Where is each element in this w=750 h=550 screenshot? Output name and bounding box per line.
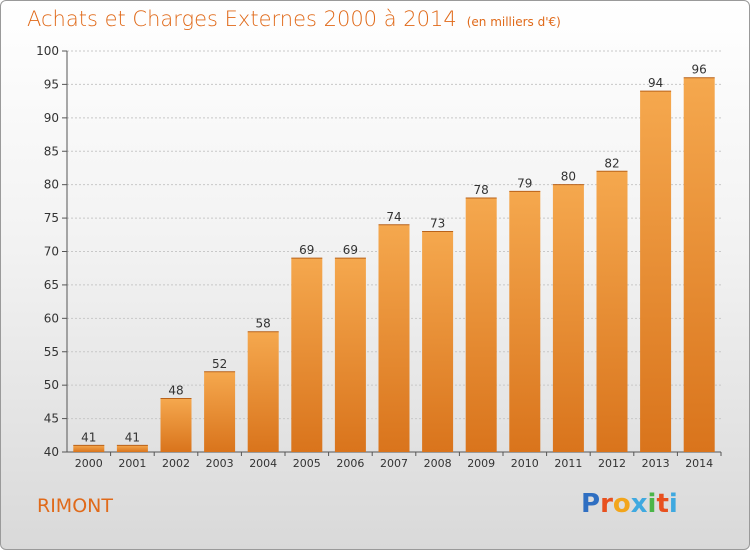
bar-2005	[291, 258, 323, 452]
bar-2011	[552, 184, 584, 452]
y-tick-label: 55	[44, 345, 59, 359]
x-tick-label-2007: 2007	[380, 457, 408, 470]
data-label-2005: 69	[299, 243, 314, 257]
commune-name: RIMONT	[37, 495, 113, 517]
data-label-2014: 96	[692, 63, 707, 77]
data-label-2010: 79	[517, 176, 532, 190]
y-tick-label: 65	[44, 278, 59, 292]
y-tick-label: 95	[44, 77, 59, 91]
x-tick-label-2005: 2005	[293, 457, 321, 470]
data-label-2008: 73	[430, 216, 445, 230]
bar-2007	[378, 224, 410, 452]
x-tick-label-2006: 2006	[336, 457, 364, 470]
data-label-2012: 82	[604, 156, 619, 170]
x-tick-labels: 2000 2001 2002 2003 2004 2005 2006 2007 2008 2009…	[75, 452, 722, 470]
y-tick-label: 85	[44, 144, 59, 158]
data-label-2004: 58	[256, 317, 271, 331]
logo-letter: r	[600, 489, 613, 519]
data-label-2003: 52	[212, 357, 227, 371]
unit-text: (en milliers d'€)	[466, 15, 561, 29]
data-label-2002: 48	[168, 384, 183, 398]
data-label-2007: 74	[386, 210, 401, 224]
data-labels: 41 41 48 52 58 69 69 74 73 78 79 80 82 94 96	[81, 63, 707, 445]
x-tick-label-2004: 2004	[249, 457, 277, 470]
bar-2013	[640, 91, 672, 452]
x-tick-label-2013: 2013	[642, 457, 670, 470]
y-tick-label: 80	[44, 178, 59, 192]
y-tick-label: 60	[44, 311, 59, 325]
bar-2004	[247, 331, 279, 452]
bar-2012	[596, 171, 628, 453]
x-tick-label-2000: 2000	[75, 457, 103, 470]
x-tick-label-2014: 2014	[685, 457, 713, 470]
bar-2001	[116, 445, 148, 452]
y-tick-label: 50	[44, 378, 59, 392]
logo-letter: o	[612, 489, 631, 519]
data-label-2011: 80	[561, 170, 576, 184]
logo-letter: t	[656, 489, 669, 519]
bar-2000	[73, 445, 105, 452]
bars	[73, 77, 715, 453]
x-tick-label-2012: 2012	[598, 457, 626, 470]
x-tick-label-2011: 2011	[554, 457, 582, 470]
y-tick-label: 70	[44, 245, 59, 259]
data-label-2013: 94	[648, 76, 663, 90]
bar-2008	[422, 231, 454, 452]
bar-2006	[334, 258, 366, 452]
data-label-2006: 69	[343, 243, 358, 257]
x-tick-label-2001: 2001	[118, 457, 146, 470]
y-tick-label: 45	[44, 412, 59, 426]
logo-letter: i	[668, 489, 678, 519]
bar-2014	[683, 77, 715, 452]
bar-2002	[160, 398, 192, 452]
logo-letter: i	[647, 489, 657, 519]
bar-2010	[509, 191, 541, 452]
proxiti-logo: Proxiti	[581, 489, 678, 519]
y-tick-label: 75	[44, 211, 59, 225]
logo-letter: P	[581, 489, 601, 519]
data-label-2001: 41	[125, 430, 140, 444]
x-tick-label-2009: 2009	[467, 457, 495, 470]
x-tick-label-2002: 2002	[162, 457, 190, 470]
x-tick-label-2003: 2003	[206, 457, 234, 470]
y-tick-label: 100	[36, 44, 59, 58]
x-tick-label-2010: 2010	[511, 457, 539, 470]
x-tick-label-2008: 2008	[424, 457, 452, 470]
data-label-2009: 78	[474, 183, 489, 197]
chart-title: Achats et Charges Externes 2000 à 2014 (e…	[27, 7, 561, 31]
title-text: Achats et Charges Externes 2000 à 2014	[27, 7, 457, 31]
y-tick-label: 40	[44, 445, 59, 459]
bar-2003	[204, 371, 236, 452]
logo-letter: x	[630, 489, 648, 519]
y-tick-labels: 40 45 50 55 60 65 70 75 80 85 90 95 100	[36, 44, 59, 459]
y-tick-label: 90	[44, 111, 59, 125]
bar-2009	[465, 198, 497, 452]
data-label-2000: 41	[81, 430, 96, 444]
